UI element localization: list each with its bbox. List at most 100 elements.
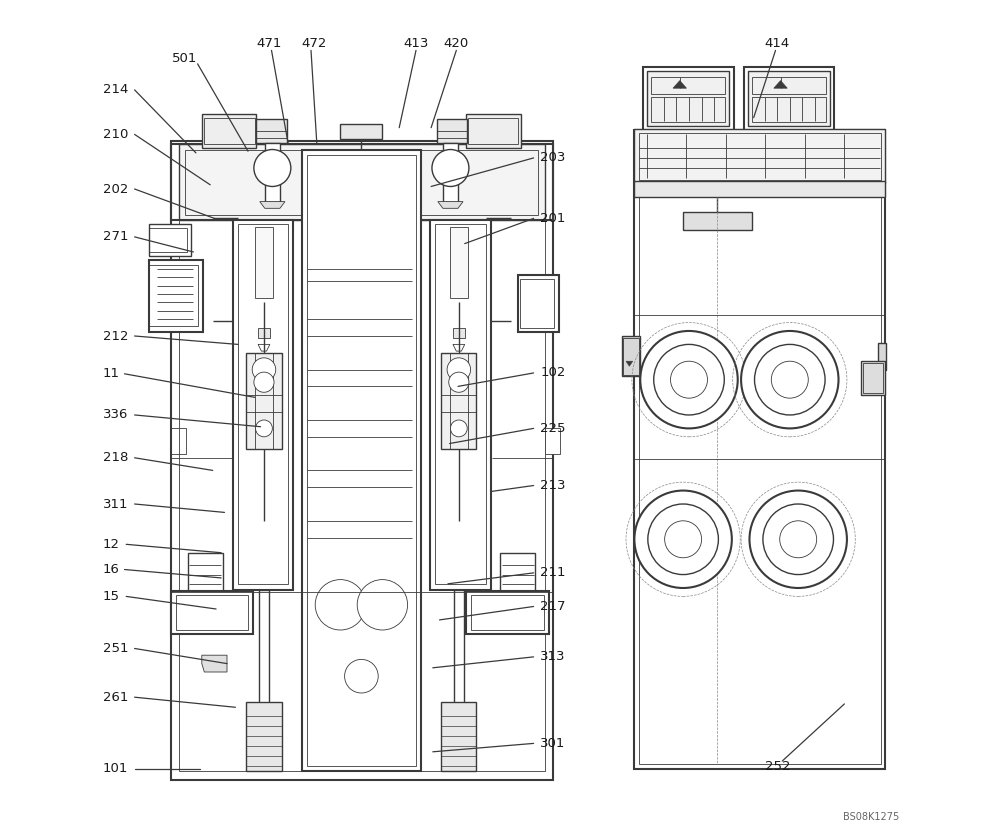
Bar xyxy=(437,119,467,143)
Bar xyxy=(171,428,186,454)
Text: 201: 201 xyxy=(540,212,566,225)
Bar xyxy=(171,141,553,780)
Bar xyxy=(256,119,287,143)
Bar xyxy=(634,130,885,769)
Bar xyxy=(149,260,203,332)
Text: 301: 301 xyxy=(540,737,566,750)
Bar xyxy=(259,590,269,704)
Circle shape xyxy=(340,151,382,193)
Bar xyxy=(683,212,752,230)
Text: 252: 252 xyxy=(765,759,790,773)
Bar xyxy=(520,279,554,328)
Text: 501: 501 xyxy=(172,52,198,66)
Bar xyxy=(651,77,725,94)
Bar xyxy=(204,118,255,144)
Bar xyxy=(179,150,545,771)
Bar xyxy=(246,353,282,449)
Bar xyxy=(149,265,198,326)
Text: 211: 211 xyxy=(540,566,566,580)
Bar xyxy=(500,553,535,603)
Bar xyxy=(179,144,545,220)
Bar xyxy=(634,181,885,197)
Circle shape xyxy=(665,521,702,558)
Bar xyxy=(752,97,826,122)
Bar xyxy=(238,224,288,584)
Text: 213: 213 xyxy=(540,479,566,492)
Bar xyxy=(171,591,253,634)
Bar xyxy=(435,224,486,584)
Text: 271: 271 xyxy=(103,230,128,244)
Circle shape xyxy=(254,372,274,392)
Circle shape xyxy=(315,580,366,630)
Polygon shape xyxy=(673,81,686,88)
Bar xyxy=(471,595,544,630)
Bar xyxy=(265,143,280,202)
Bar xyxy=(466,591,549,634)
Circle shape xyxy=(345,659,378,693)
Circle shape xyxy=(648,504,718,575)
Bar xyxy=(188,553,223,603)
Circle shape xyxy=(449,372,469,392)
Bar xyxy=(639,134,881,764)
Text: 15: 15 xyxy=(103,590,120,603)
Bar xyxy=(302,150,421,771)
Circle shape xyxy=(741,331,839,428)
Circle shape xyxy=(654,344,724,415)
Bar xyxy=(466,114,521,148)
Bar xyxy=(430,220,491,590)
Bar xyxy=(255,227,273,298)
Bar xyxy=(622,336,640,376)
Bar xyxy=(149,228,187,252)
Text: 11: 11 xyxy=(103,367,120,381)
Bar xyxy=(861,361,885,395)
Bar xyxy=(643,67,734,130)
Bar xyxy=(878,343,886,370)
Text: 251: 251 xyxy=(103,642,128,655)
Bar xyxy=(233,220,293,590)
Circle shape xyxy=(763,504,833,575)
Circle shape xyxy=(780,521,817,558)
Polygon shape xyxy=(258,328,270,338)
Text: 217: 217 xyxy=(540,600,566,613)
Circle shape xyxy=(771,361,808,398)
Polygon shape xyxy=(202,655,227,672)
Bar xyxy=(307,155,416,766)
Text: 101: 101 xyxy=(103,762,128,775)
Text: 203: 203 xyxy=(540,151,566,165)
Bar xyxy=(863,363,883,393)
Bar xyxy=(443,143,458,202)
Bar xyxy=(623,338,639,375)
Bar xyxy=(171,144,553,220)
Circle shape xyxy=(252,358,276,381)
Text: 102: 102 xyxy=(540,366,566,380)
Text: 336: 336 xyxy=(103,408,128,422)
Circle shape xyxy=(256,420,272,437)
Circle shape xyxy=(447,358,471,381)
Text: 414: 414 xyxy=(765,37,790,50)
Text: 261: 261 xyxy=(103,690,128,704)
Bar xyxy=(639,133,881,180)
Circle shape xyxy=(671,361,707,398)
Text: 471: 471 xyxy=(256,37,282,50)
Bar xyxy=(149,224,191,256)
Bar xyxy=(647,71,729,126)
Text: 225: 225 xyxy=(540,422,566,435)
Text: BS08K1275: BS08K1275 xyxy=(843,811,899,822)
Polygon shape xyxy=(453,328,465,338)
Text: 12: 12 xyxy=(103,538,120,551)
Text: 202: 202 xyxy=(103,182,128,196)
Text: 413: 413 xyxy=(403,37,429,50)
Circle shape xyxy=(254,150,291,186)
Bar xyxy=(441,702,476,771)
Circle shape xyxy=(432,150,469,186)
Polygon shape xyxy=(626,361,633,366)
Bar xyxy=(246,702,282,771)
Polygon shape xyxy=(350,217,372,224)
Bar xyxy=(185,150,538,215)
Text: 218: 218 xyxy=(103,451,128,465)
Text: 472: 472 xyxy=(301,37,326,50)
Bar xyxy=(744,67,834,130)
Polygon shape xyxy=(260,202,285,208)
Circle shape xyxy=(450,420,467,437)
Polygon shape xyxy=(438,202,463,208)
